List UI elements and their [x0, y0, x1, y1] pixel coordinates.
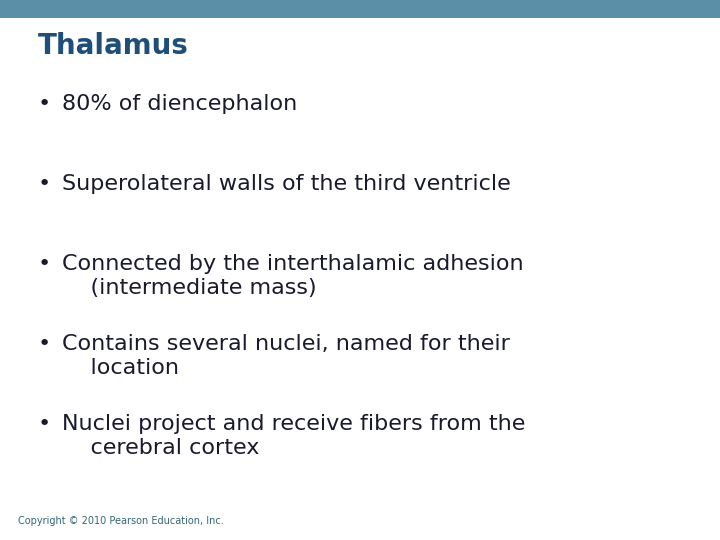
- Text: •: •: [38, 94, 51, 114]
- Text: •: •: [38, 334, 51, 354]
- Text: •: •: [38, 254, 51, 274]
- Text: 80% of diencephalon: 80% of diencephalon: [62, 94, 297, 114]
- Text: Thalamus: Thalamus: [38, 32, 189, 60]
- Text: Nuclei project and receive fibers from the
    cerebral cortex: Nuclei project and receive fibers from t…: [62, 414, 526, 458]
- Text: Copyright © 2010 Pearson Education, Inc.: Copyright © 2010 Pearson Education, Inc.: [18, 516, 224, 526]
- Text: Contains several nuclei, named for their
    location: Contains several nuclei, named for their…: [62, 334, 510, 378]
- Text: •: •: [38, 414, 51, 434]
- FancyBboxPatch shape: [0, 0, 720, 18]
- Text: Connected by the interthalamic adhesion
    (intermediate mass): Connected by the interthalamic adhesion …: [62, 254, 523, 298]
- Text: Superolateral walls of the third ventricle: Superolateral walls of the third ventric…: [62, 174, 510, 194]
- Text: •: •: [38, 174, 51, 194]
